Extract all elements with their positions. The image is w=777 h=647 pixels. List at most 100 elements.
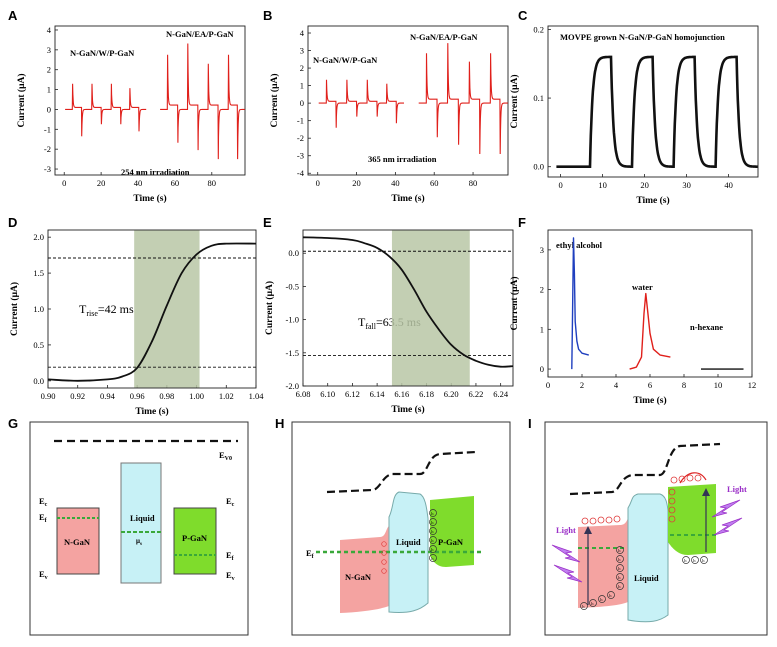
h-electron xyxy=(381,568,387,574)
x-axis-label-d: Time (s) xyxy=(135,406,168,417)
g-pgan-label: P-GaN xyxy=(182,533,208,543)
g-ec-left: Ec xyxy=(39,496,48,508)
x-tick-label-e: 6.22 xyxy=(469,389,484,399)
y-tick-label-e: -0.5 xyxy=(286,281,299,291)
h-electron xyxy=(381,559,387,565)
x-tick-label-d: 0.92 xyxy=(70,391,85,401)
svg-text:h: h xyxy=(431,511,434,516)
x-tick-label-c: 30 xyxy=(682,180,691,190)
x-tick-label-a: 60 xyxy=(171,178,180,188)
y-tick-label-d: 2.0 xyxy=(33,232,44,242)
y-tick-label-c: 0.2 xyxy=(533,24,544,34)
svg-text:h: h xyxy=(431,520,434,525)
label-ethyl-alcohol: ethyl alcohol xyxy=(556,240,603,250)
x-tick-label-c: 20 xyxy=(640,180,649,190)
annot-b-right: N-GaN/EA/P-GaN xyxy=(410,32,478,42)
svg-text:h: h xyxy=(431,538,434,543)
x-tick-label-e: 6.14 xyxy=(370,389,386,399)
x-tick-label-c: 10 xyxy=(598,180,607,190)
svg-text:h: h xyxy=(591,601,594,606)
x-tick-label-d: 0.98 xyxy=(159,391,174,401)
y-tick-label-e: -1.5 xyxy=(286,348,299,358)
series-line-b-1 xyxy=(318,79,404,128)
y-tick-label-b: 4 xyxy=(300,28,305,38)
annot-b-left: N-GaN/W/P-GaN xyxy=(313,55,378,65)
panel-label-f: F xyxy=(518,215,526,230)
g-ef-left: Ef xyxy=(39,512,48,524)
x-tick-label-d: 1.02 xyxy=(219,391,234,401)
g-liquid-block xyxy=(120,462,162,584)
svg-text:h: h xyxy=(702,558,705,563)
i-electron xyxy=(694,474,702,482)
plot-frame-b xyxy=(307,25,509,176)
x-tick-label-e: 6.24 xyxy=(493,389,509,399)
i-hole xyxy=(598,595,606,603)
panel-label-g: G xyxy=(8,416,18,431)
y-tick-label-b: -4 xyxy=(297,168,305,178)
series-line-c xyxy=(556,55,758,168)
i-hole xyxy=(682,556,690,564)
i-hole xyxy=(589,599,597,607)
plot-frame-c xyxy=(547,25,759,178)
i-electron xyxy=(581,517,589,525)
y-tick-label-f: 1 xyxy=(540,324,544,334)
y-tick-label-b: 3 xyxy=(300,46,304,56)
x-tick-label-b: 60 xyxy=(430,178,439,188)
h-hole xyxy=(429,536,437,544)
series-line-f-1 xyxy=(571,237,589,370)
h-ngan-band xyxy=(340,526,389,613)
label-n-hexane: n-hexane xyxy=(690,322,723,332)
x-tick-label-f: 10 xyxy=(714,380,723,390)
i-light-left: Light xyxy=(556,525,576,535)
g-ef-right: Ef xyxy=(226,550,235,562)
i-hole xyxy=(691,556,699,564)
i-lightning-left-icon xyxy=(551,544,583,583)
note-a: 254 nm irradiation xyxy=(121,167,190,177)
i-electron xyxy=(668,506,676,514)
chart-c: 0 10 20 30 40 0.0 0.1 0.2 Time (s) Current (μA) xyxy=(509,24,759,206)
i-hole xyxy=(616,555,624,563)
i-electron xyxy=(605,516,613,524)
y-tick-label-a: 0 xyxy=(47,104,51,114)
x-axis-label-e: Time (s) xyxy=(391,404,424,415)
chart-a: 0 20 40 60 80 -3 -2 -1 0 1 2 3 4 Time (s) Current (μA) xyxy=(16,25,246,204)
panel-label-b: B xyxy=(263,8,272,23)
y-tick-label-b: -2 xyxy=(297,133,304,143)
x-tick-label-f: 0 xyxy=(546,380,550,390)
y-tick-label-f: 2 xyxy=(540,285,544,295)
g-evac-label: EV0 xyxy=(219,450,232,462)
panel-h-frame xyxy=(291,421,511,636)
i-electron xyxy=(668,497,676,505)
series-line-f-2 xyxy=(629,292,671,370)
chart-e: 6.08 6.10 6.12 6.14 6.16 6.18 6.20 6.22 6.24 0.0 -… xyxy=(264,229,514,415)
h-hole xyxy=(429,545,437,553)
i-light-right: Light xyxy=(727,484,747,494)
i-curved-arrow-icon xyxy=(679,472,707,484)
h-pgan-label: P-GaN xyxy=(438,537,464,547)
y-tick-label-a: 4 xyxy=(47,25,52,35)
svg-text:h: h xyxy=(600,597,603,602)
x-tick-label-a: 20 xyxy=(97,178,106,188)
y-tick-label-f: 0 xyxy=(540,364,544,374)
g-ec-right: Ec xyxy=(226,496,235,508)
y-tick-label-b: 2 xyxy=(300,63,304,73)
h-liquid-label: Liquid xyxy=(396,537,421,547)
y-tick-label-a: 3 xyxy=(47,45,51,55)
i-electron xyxy=(668,488,676,496)
i-hole xyxy=(607,591,615,599)
x-tick-label-f: 4 xyxy=(614,380,619,390)
y-tick-label-d: 0.0 xyxy=(33,376,44,386)
y-tick-label-a: -3 xyxy=(44,164,51,174)
panel-i-frame xyxy=(544,421,768,636)
x-tick-label-f: 8 xyxy=(682,380,686,390)
svg-text:h: h xyxy=(609,593,612,598)
label-water: water xyxy=(632,282,653,292)
h-hole xyxy=(429,554,437,562)
x-tick-label-e: 6.20 xyxy=(444,389,459,399)
note-b: 365 nm irradiation xyxy=(368,154,437,164)
h-hole xyxy=(429,509,437,517)
i-electron xyxy=(678,475,686,483)
svg-text:h: h xyxy=(693,558,696,563)
g-pgan-block xyxy=(173,507,217,575)
x-tick-label-b: 0 xyxy=(316,178,320,188)
